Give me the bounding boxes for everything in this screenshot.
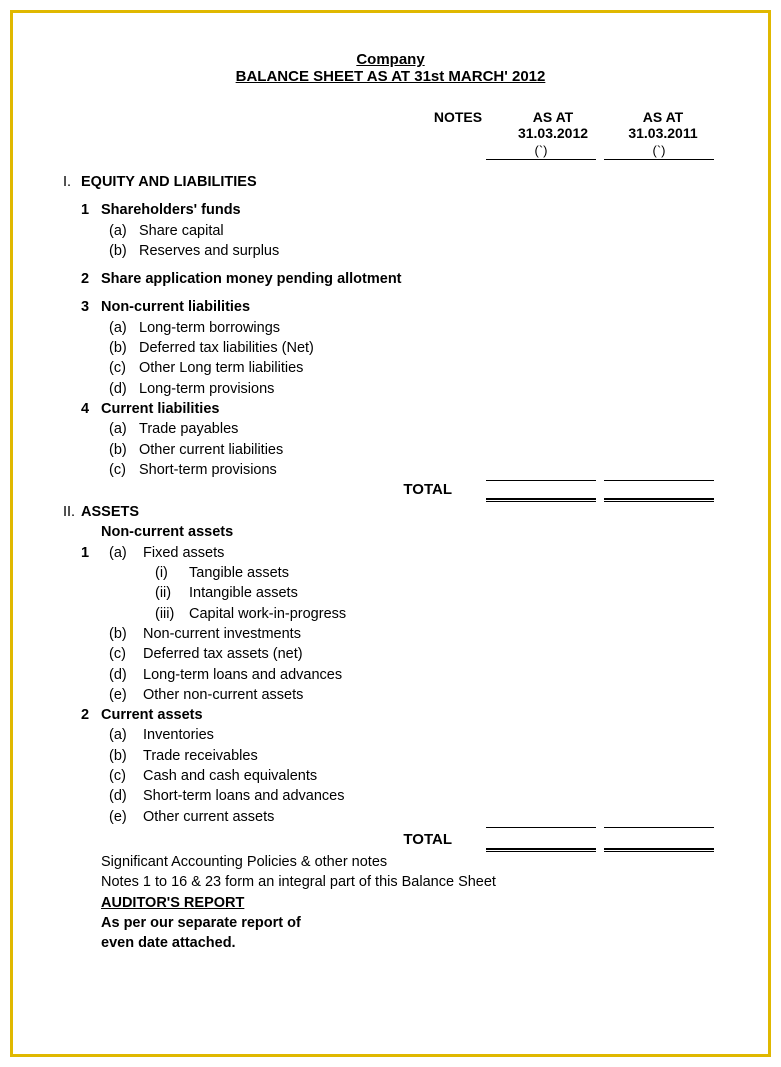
total-line-top-1 (63, 480, 718, 481)
long-term-provisions: (d) Long-term provisions (63, 379, 718, 399)
footer-line-2: Notes 1 to 16 & 23 form an integral part… (101, 872, 718, 892)
section-2-heading: II. ASSETS (63, 502, 718, 522)
page-border: Company BALANCE SHEET AS AT 31st MARCH' … (10, 10, 771, 1057)
other-non-current-assets: (e) Other non-current assets (63, 685, 718, 705)
total-line-top-2 (63, 827, 718, 828)
reserves-surplus: (b) Reserves and surplus (63, 241, 718, 261)
asat-2012-header: AS AT 31.03.2012 (498, 109, 608, 141)
notes-header: NOTES (418, 109, 498, 141)
other-long-term-liabilities: (c) Other Long term liabilities (63, 358, 718, 378)
share-capital: (a) Share capital (63, 221, 718, 241)
sheet-title: BALANCE SHEET AS AT 31st MARCH' 2012 (63, 68, 718, 85)
footer-line-3: As per our separate report of (101, 913, 718, 933)
share-application-money: 2 Share application money pending allotm… (63, 269, 718, 289)
trade-receivables: (b) Trade receivables (63, 746, 718, 766)
non-current-liabilities: 3 Non-current liabilities (63, 297, 718, 317)
inventories: (a) Inventories (63, 725, 718, 745)
footer-line-4: even date attached. (101, 933, 718, 953)
current-assets: 2 Current assets (63, 705, 718, 725)
section-1-heading: I. EQUITY AND LIABILITIES (63, 172, 718, 192)
tangible-assets: (i) Tangible assets (63, 563, 718, 583)
deferred-tax-liabilities: (b) Deferred tax liabilities (Net) (63, 338, 718, 358)
capital-wip: (iii) Capital work-in-progress (63, 604, 718, 624)
trade-payables: (a) Trade payables (63, 419, 718, 439)
other-current-liabilities: (b) Other current liabilities (63, 440, 718, 460)
footer-line-1: Significant Accounting Policies & other … (101, 852, 718, 872)
total-1: TOTAL (63, 481, 718, 498)
column-underline: (`) (`) (63, 143, 718, 160)
auditors-report: AUDITOR'S REPORT (101, 893, 718, 913)
deferred-tax-assets: (c) Deferred tax assets (net) (63, 644, 718, 664)
short-term-loans-advances: (d) Short-term loans and advances (63, 786, 718, 806)
document-header: Company BALANCE SHEET AS AT 31st MARCH' … (63, 51, 718, 85)
footer-notes: Significant Accounting Policies & other … (101, 852, 718, 953)
non-current-assets-heading: Non-current assets (63, 522, 718, 542)
intangible-assets: (ii) Intangible assets (63, 583, 718, 603)
shareholders-funds: 1 Shareholders' funds (63, 200, 718, 220)
current-liabilities: 4 Current liabilities (63, 399, 718, 419)
asat-2011-header: AS AT 31.03.2011 (608, 109, 718, 141)
total-2: TOTAL (63, 831, 718, 848)
long-term-borrowings: (a) Long-term borrowings (63, 318, 718, 338)
non-current-investments: (b) Non-current investments (63, 624, 718, 644)
fixed-assets: 1 (a) Fixed assets (63, 543, 718, 563)
company-name: Company (63, 51, 718, 68)
cash-equivalents: (c) Cash and cash equivalents (63, 766, 718, 786)
long-term-loans-advances: (d) Long-term loans and advances (63, 665, 718, 685)
other-current-assets: (e) Other current assets (63, 807, 718, 827)
column-headers: NOTES AS AT 31.03.2012 AS AT 31.03.2011 (63, 109, 718, 141)
currency-2011: (`) (604, 143, 714, 160)
short-term-provisions: (c) Short-term provisions (63, 460, 718, 480)
currency-2012: (`) (486, 143, 596, 160)
